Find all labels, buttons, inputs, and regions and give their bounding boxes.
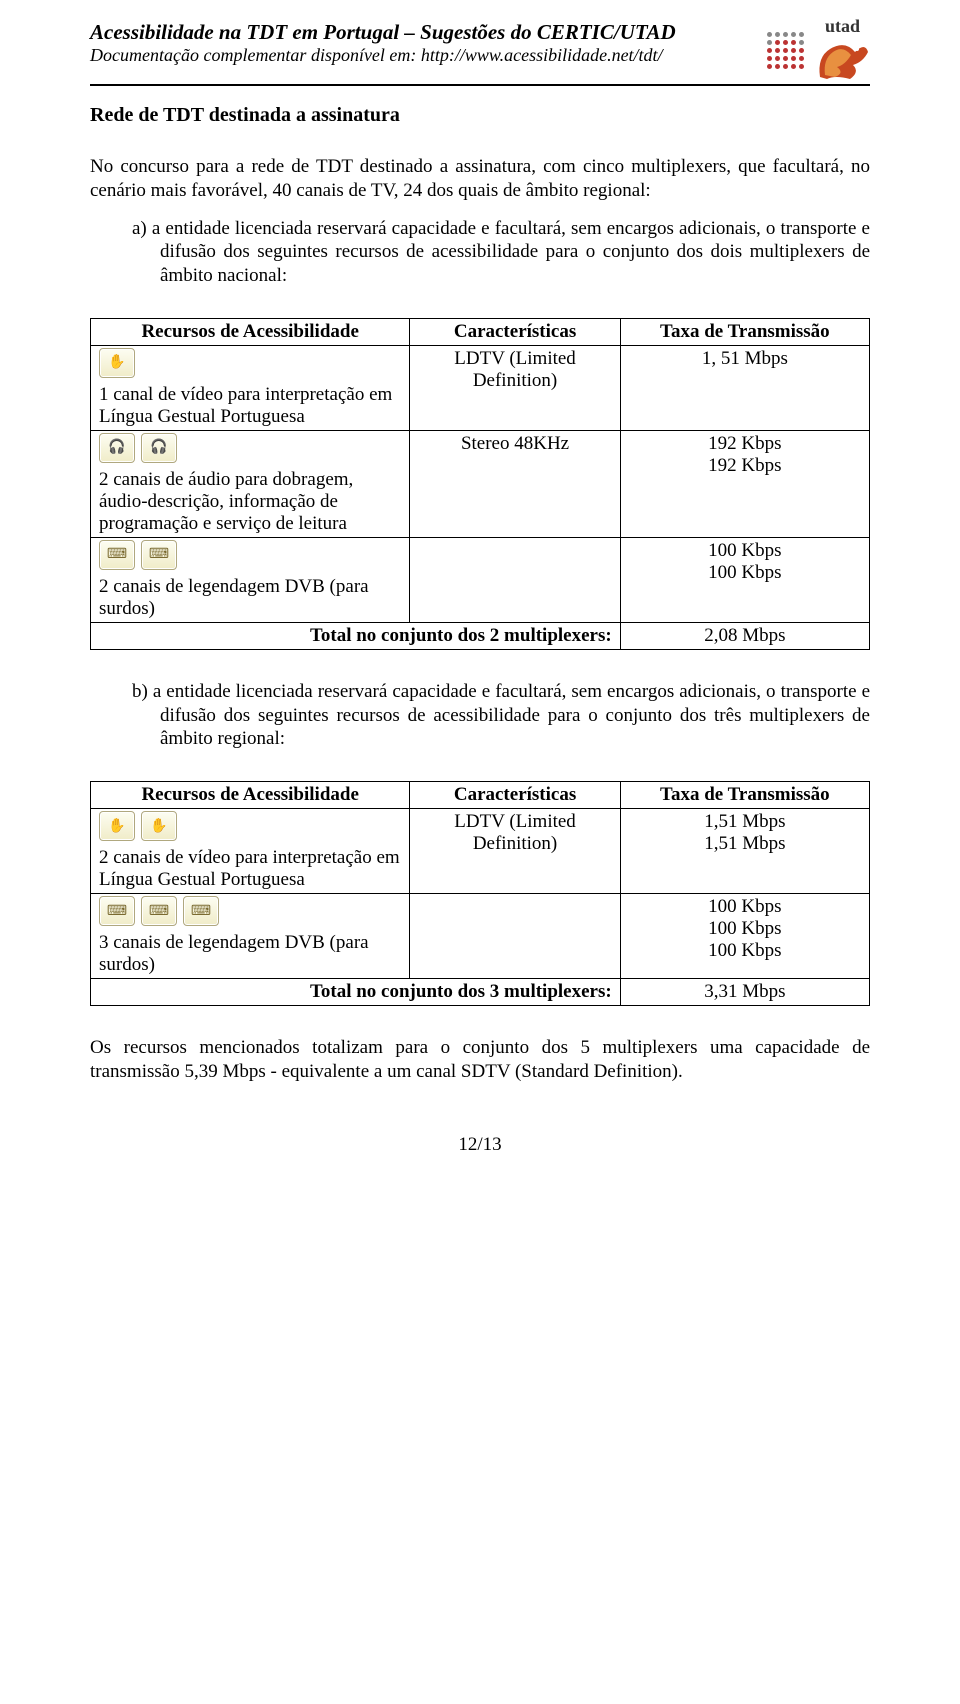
rate-cell: 1,51 Mbps 1,51 Mbps bbox=[620, 809, 869, 894]
table-total-row: Total no conjunto dos 2 multiplexers: 2,… bbox=[91, 622, 870, 649]
resource-text: 1 canal de vídeo para interpretação em L… bbox=[99, 384, 392, 427]
resource-icons: ✋ ✋ bbox=[99, 811, 401, 841]
col-header-characteristics: Características bbox=[410, 782, 620, 809]
caption-icon: ⌨ bbox=[141, 540, 177, 570]
characteristic-cell bbox=[410, 894, 620, 979]
accessibility-table-1: Recursos de Acessibilidade Característic… bbox=[90, 318, 870, 650]
col-header-rate: Taxa de Transmissão bbox=[620, 782, 869, 809]
table-row: 🎧 🎧 2 canais de áudio para dobragem, áud… bbox=[91, 430, 870, 537]
header-divider bbox=[90, 84, 870, 86]
resource-icons: ⌨ ⌨ bbox=[99, 540, 401, 570]
table-header-row: Recursos de Acessibilidade Característic… bbox=[91, 318, 870, 345]
header-logos: utad bbox=[767, 16, 870, 82]
table-row: ✋ 1 canal de vídeo para interpretação em… bbox=[91, 345, 870, 430]
dots-logo-icon bbox=[767, 29, 805, 69]
col-header-resources: Recursos de Acessibilidade bbox=[91, 782, 410, 809]
video-icon: ✋ bbox=[99, 811, 135, 841]
characteristic-cell: LDTV (Limited Definition) bbox=[410, 809, 620, 894]
rate-cell: 100 Kbps 100 Kbps 100 Kbps bbox=[620, 894, 869, 979]
caption-icon: ⌨ bbox=[141, 896, 177, 926]
resource-text: 2 canais de legendagem DVB (para surdos) bbox=[99, 576, 369, 619]
resource-icons: 🎧 🎧 bbox=[99, 433, 401, 463]
item-a-text: a) a entidade licenciada reservará capac… bbox=[132, 217, 870, 288]
col-header-rate: Taxa de Transmissão bbox=[620, 318, 869, 345]
header-subtitle: Documentação complementar disponível em:… bbox=[90, 45, 767, 66]
resource-icons: ✋ bbox=[99, 348, 401, 378]
item-b-text: b) a entidade licenciada reservará capac… bbox=[132, 680, 870, 751]
resource-text: 2 canais de áudio para dobragem, áudio-d… bbox=[99, 469, 353, 534]
page-header: Acessibilidade na TDT em Portugal – Suge… bbox=[90, 20, 870, 82]
closing-paragraph: Os recursos mencionados totalizam para o… bbox=[90, 1036, 870, 1084]
table-row: ⌨ ⌨ ⌨ 3 canais de legendagem DVB (para s… bbox=[91, 894, 870, 979]
total-value: 3,31 Mbps bbox=[620, 979, 869, 1006]
intro-paragraph: No concurso para a rede de TDT destinado… bbox=[90, 155, 870, 203]
caption-icon: ⌨ bbox=[99, 540, 135, 570]
accessibility-table-2: Recursos de Acessibilidade Característic… bbox=[90, 781, 870, 1006]
total-value: 2,08 Mbps bbox=[620, 622, 869, 649]
document-page: Acessibilidade na TDT em Portugal – Suge… bbox=[0, 0, 960, 1196]
table-total-row: Total no conjunto dos 3 multiplexers: 3,… bbox=[91, 979, 870, 1006]
audio-icon: 🎧 bbox=[141, 433, 177, 463]
list-item-a: a) a entidade licenciada reservará capac… bbox=[90, 217, 870, 288]
characteristic-cell: Stereo 48KHz bbox=[410, 430, 620, 537]
total-label: Total no conjunto dos 2 multiplexers: bbox=[91, 622, 621, 649]
resource-text: 2 canais de vídeo para interpretação em … bbox=[99, 847, 400, 890]
rate-cell: 1, 51 Mbps bbox=[620, 345, 869, 430]
header-title: Acessibilidade na TDT em Portugal – Suge… bbox=[90, 20, 767, 45]
rate-cell: 192 Kbps 192 Kbps bbox=[620, 430, 869, 537]
rate-cell: 100 Kbps 100 Kbps bbox=[620, 537, 869, 622]
table-row: ✋ ✋ 2 canais de vídeo para interpretação… bbox=[91, 809, 870, 894]
header-text-block: Acessibilidade na TDT em Portugal – Suge… bbox=[90, 20, 767, 66]
caption-icon: ⌨ bbox=[183, 896, 219, 926]
caption-icon: ⌨ bbox=[99, 896, 135, 926]
utad-logo-text: utad bbox=[825, 16, 860, 37]
resource-text: 3 canais de legendagem DVB (para surdos) bbox=[99, 932, 369, 975]
video-icon: ✋ bbox=[99, 348, 135, 378]
section-title: Rede de TDT destinada a assinatura bbox=[90, 104, 870, 127]
col-header-resources: Recursos de Acessibilidade bbox=[91, 318, 410, 345]
characteristic-cell: LDTV (Limited Definition) bbox=[410, 345, 620, 430]
table-row: ⌨ ⌨ 2 canais de legendagem DVB (para sur… bbox=[91, 537, 870, 622]
page-number: 12/13 bbox=[90, 1134, 870, 1156]
col-header-characteristics: Características bbox=[410, 318, 620, 345]
table-header-row: Recursos de Acessibilidade Característic… bbox=[91, 782, 870, 809]
resource-icons: ⌨ ⌨ ⌨ bbox=[99, 896, 401, 926]
characteristic-cell bbox=[410, 537, 620, 622]
utad-logo-icon bbox=[815, 37, 870, 82]
audio-icon: 🎧 bbox=[99, 433, 135, 463]
list-item-b: b) a entidade licenciada reservará capac… bbox=[90, 680, 870, 751]
total-label: Total no conjunto dos 3 multiplexers: bbox=[91, 979, 621, 1006]
video-icon: ✋ bbox=[141, 811, 177, 841]
